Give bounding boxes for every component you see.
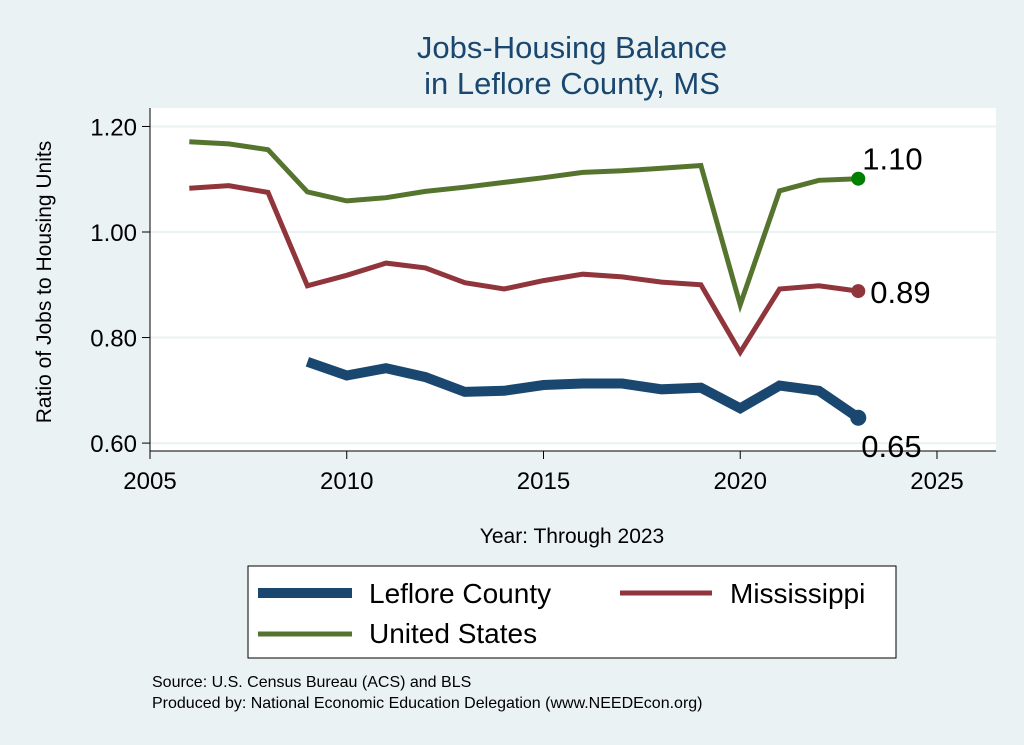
source-note: Source: U.S. Census Bureau (ACS) and BLS [152, 674, 471, 691]
chart-title-line-1: Jobs-Housing Balance [417, 30, 727, 65]
x-axis-title: Year: Through 2023 [480, 525, 665, 548]
end-label-united-states: 1.10 [862, 142, 922, 177]
x-tick-label-2: 2015 [517, 468, 570, 495]
x-tick-label-3: 2020 [714, 468, 767, 495]
legend-label-united-states: United States [369, 618, 537, 649]
end-marker-united-states [851, 171, 866, 186]
y-tick-label-2: 1.00 [90, 220, 137, 247]
y-tick-label-1: 0.80 [90, 326, 137, 353]
chart-title-line-2: in Leflore County, MS [424, 66, 720, 101]
end-marker-mississippi [851, 284, 866, 299]
end-marker-leflore-county [850, 409, 867, 426]
end-label-leflore-county: 0.65 [861, 429, 921, 464]
x-tick-label-1: 2010 [320, 468, 373, 495]
y-tick-label-3: 1.20 [90, 114, 137, 141]
plot-area [150, 108, 996, 451]
end-label-mississippi: 0.89 [870, 275, 930, 310]
y-axis: 0.60 0.80 1.00 1.20 [90, 108, 151, 458]
legend: Leflore County Mississippi United States [247, 565, 897, 659]
y-tick-label-0: 0.60 [90, 431, 137, 458]
series-line-mississippi [189, 183, 859, 358]
y-axis-title: Ratio of Jobs to Housing Units [33, 141, 56, 423]
x-tick-label-4: 2025 [910, 468, 963, 495]
series-line-leflore-county [305, 357, 862, 422]
legend-box [247, 565, 897, 659]
gridlines [150, 125, 996, 445]
series-lines [189, 139, 862, 422]
producer-note: Produced by: National Economic Education… [152, 695, 703, 712]
legend-label-mississippi: Mississippi [730, 578, 865, 609]
legend-label-leflore-county: Leflore County [369, 578, 551, 609]
x-axis: 2005 2010 2015 2020 2025 [123, 450, 996, 495]
end-markers: 0.65 0.89 1.10 [850, 142, 931, 464]
series-line-united-states [189, 139, 859, 314]
x-tick-label-0: 2005 [123, 468, 176, 495]
